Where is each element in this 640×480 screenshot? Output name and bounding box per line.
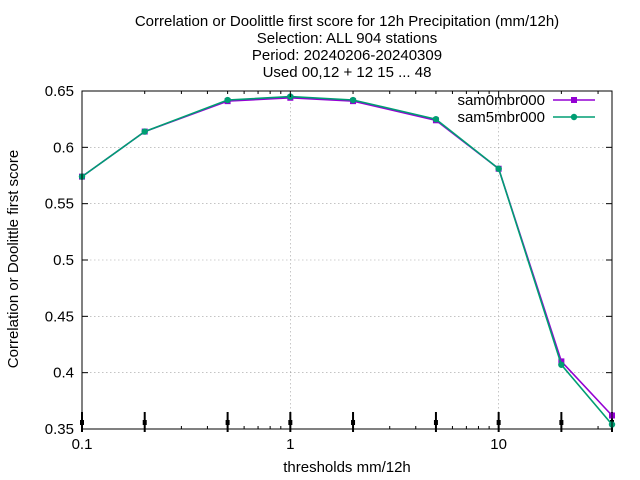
title-line-3: Period: 20240206-20240309 (252, 47, 442, 64)
series-lines (78, 93, 616, 428)
threshold-marker-dot (496, 420, 501, 425)
data-point-sam5mbr000 (141, 128, 148, 135)
data-point-sam5mbr000 (495, 165, 502, 172)
threshold-marker-dot (225, 420, 230, 425)
series-line-sam0mbr000 (81, 96, 613, 417)
x-tick-label: 10 (490, 436, 507, 453)
axis-ticks: 0.35 0.4 0.45 0.5 0.55 0.6 0.65 0.1 1 10 (45, 83, 612, 453)
series-line-sam5mbr000 (81, 95, 613, 426)
threshold-marker-dot (433, 420, 438, 425)
x-tick-label: 0.1 (72, 436, 93, 453)
y-tick-label: 0.65 (45, 83, 74, 100)
title-line-1: Correlation or Doolittle first score for… (135, 13, 559, 30)
title-line-2: Selection: ALL 904 stations (257, 30, 437, 47)
chart-title: Correlation or Doolittle first score for… (135, 13, 559, 81)
x-tick-label: 1 (286, 436, 294, 453)
threshold-marker-dot (559, 420, 564, 425)
y-tick-label: 0.55 (45, 196, 74, 213)
y-tick-label: 0.5 (53, 252, 74, 269)
y-axis-label: Correlation or Doolittle first score (5, 150, 22, 368)
y-tick-label: 0.6 (53, 139, 74, 156)
y-tick-label: 0.4 (53, 365, 74, 382)
y-tick-label: 0.45 (45, 308, 74, 325)
y-tick-label: 0.35 (45, 421, 74, 438)
threshold-marker-dot (288, 420, 293, 425)
grid (82, 91, 612, 429)
x-axis-label: thresholds mm/12h (283, 459, 411, 476)
data-point-sam5mbr000 (558, 361, 565, 368)
data-point-sam0mbr000 (558, 358, 565, 365)
threshold-marker-dot (142, 420, 147, 425)
title-line-4: Used 00,12 + 12 15 ... 48 (263, 64, 432, 81)
data-point-sam5mbr000 (224, 96, 231, 104)
legend-marker-sam5mbr000 (570, 113, 578, 121)
threshold-marker-dot (351, 420, 356, 425)
data-point-sam5mbr000 (349, 96, 357, 104)
legend-label-sam5mbr000: sam5mbr000 (457, 109, 545, 126)
legend-label-sam0mbr000: sam0mbr000 (457, 92, 545, 109)
data-point-sam5mbr000 (432, 115, 440, 123)
legend-marker-sam0mbr000 (571, 97, 577, 103)
